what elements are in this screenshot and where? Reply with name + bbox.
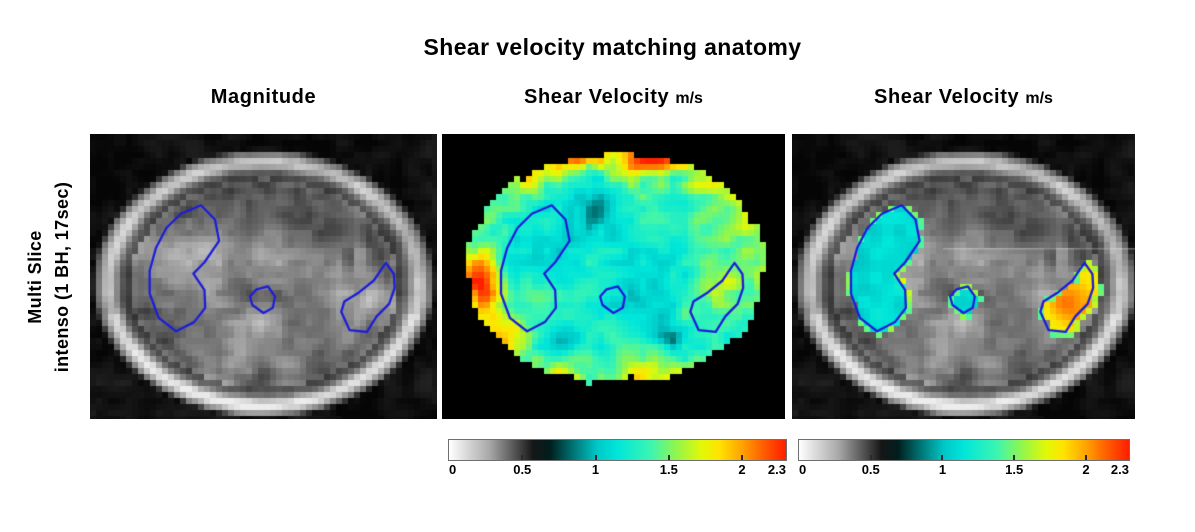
figure-title: Shear velocity matching anatomy (423, 34, 802, 60)
colorbar-tick-label: 1 (591, 462, 600, 477)
colorbar-tick-label: 2.3 (767, 462, 786, 477)
colorbar-tick-mark (667, 455, 670, 460)
row-label-text: Multi Slice intenso (1 BH, 17sec) (22, 181, 76, 371)
panel-title-shear-velocity-map: Shear Velocity m/s (442, 86, 785, 109)
panel-title-shear-velocity-overlay: Shear Velocity m/s (792, 86, 1135, 109)
row-label-line1: Multi Slice (25, 229, 45, 324)
colorbar-tick-mark (741, 455, 744, 460)
colorbar-tick-mark (1013, 455, 1016, 460)
colorbar-tick-label: 0.5 (861, 462, 880, 477)
colorbar-tick-label: 0 (799, 462, 807, 477)
shear-velocity-overlay-image (792, 134, 1135, 419)
magnitude-mri-image (90, 134, 437, 419)
colorbar-1-tick-labels: 0 0.5 1 1.5 2 2.3 (449, 462, 786, 478)
velocity-unit-label-1: m/s (675, 90, 703, 107)
velocity-colorbar-1: 0 0.5 1 1.5 2 2.3 (448, 439, 787, 477)
row-label-line2: intenso (1 BH, 17sec) (52, 181, 72, 372)
panel-title-shear-velocity-overlay-text: Shear Velocity (874, 86, 1020, 108)
panel-title-magnitude-text: Magnitude (210, 86, 317, 108)
velocity-colorbar-2: 0 0.5 1 1.5 2 2.3 (798, 439, 1130, 477)
colorbar-tick-label: 2 (1082, 462, 1090, 477)
row-label: Multi Slice intenso (1 BH, 17sec) (10, 134, 88, 419)
colorbar-tick-mark (1084, 455, 1087, 460)
colorbar-tick-label: 1 (938, 462, 947, 477)
colorbar-tick-label: 2.3 (1110, 462, 1129, 477)
colorbar-tick-label: 0 (449, 462, 457, 477)
colorbar-tick-mark (521, 455, 524, 460)
colorbar-tick-label: 1.5 (659, 462, 678, 477)
panel-title-shear-velocity-map-text: Shear Velocity (524, 86, 670, 108)
colorbar-2-tick-labels: 0 0.5 1 1.5 2 2.3 (799, 462, 1129, 478)
velocity-unit-label-2: m/s (1025, 90, 1053, 107)
colorbar-tick-label: 1.5 (1005, 462, 1024, 477)
colorbar-tick-mark (594, 455, 597, 460)
panel-title-magnitude: Magnitude (90, 86, 437, 109)
colorbar-tick-label: 2 (738, 462, 746, 477)
colorbar-tick-mark (869, 455, 872, 460)
colorbar-tick-label: 0.5 (513, 462, 532, 477)
colorbar-tick-mark (941, 455, 944, 460)
shear-velocity-map-image (442, 134, 785, 419)
